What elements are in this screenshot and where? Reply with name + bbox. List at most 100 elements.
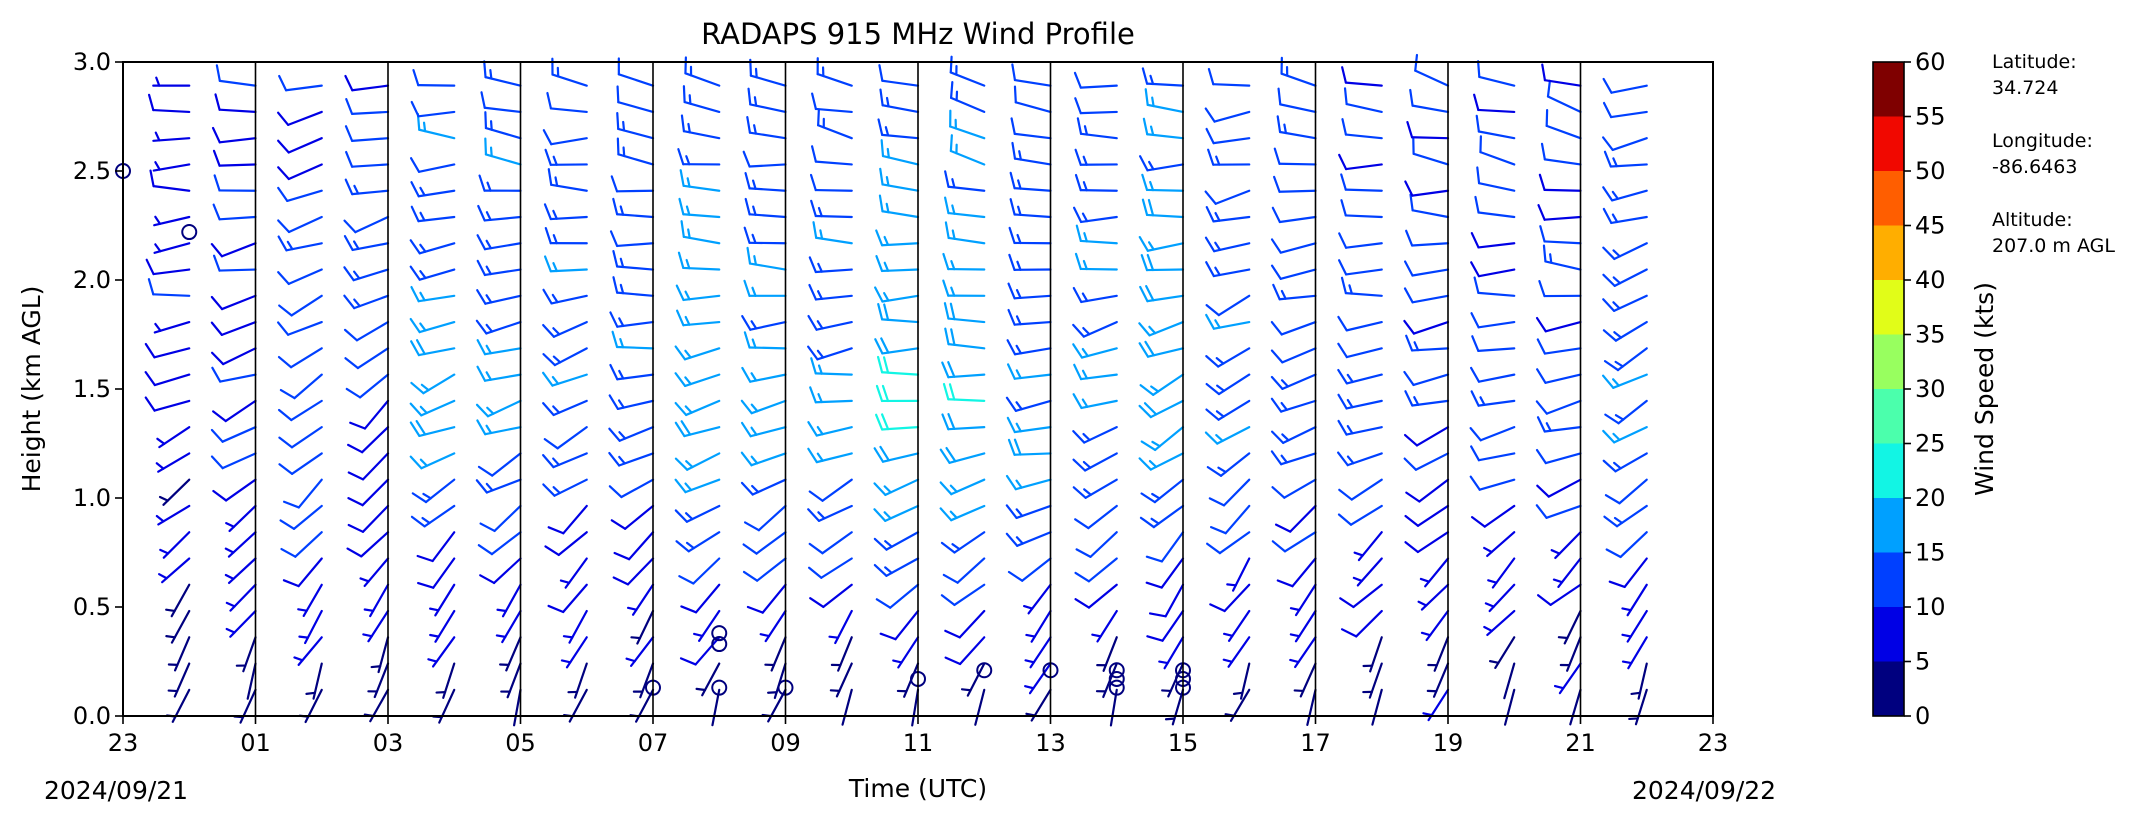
wind-barb: [305, 662, 323, 700]
wind-barb: [500, 662, 522, 699]
wind-barb: [153, 215, 191, 227]
wind-barb: [626, 583, 655, 616]
colorbar-tick-label: 60: [1915, 48, 1946, 76]
wind-barb: [1208, 478, 1251, 507]
wind-barb: [544, 226, 588, 245]
wind-barb: [544, 148, 588, 166]
time-divider-lines: [254, 62, 1582, 716]
wind-barb: [210, 452, 257, 470]
wind-barb: [746, 246, 787, 271]
colorbar-tick-label: 55: [1915, 103, 1946, 131]
wind-barb: [347, 452, 390, 481]
y-tick-label: 3.0: [73, 48, 111, 76]
wind-barb: [155, 452, 191, 473]
wind-barb: [1602, 242, 1648, 261]
wind-barb: [214, 93, 257, 114]
wind-barb: [1074, 557, 1118, 583]
wind-barb: [1540, 142, 1582, 166]
wind-barb: [1473, 93, 1516, 114]
wind-barb: [1604, 478, 1648, 505]
wind-barb: [1206, 531, 1251, 555]
wind-barb: [359, 557, 390, 588]
wind-barb: [1550, 531, 1582, 560]
wind-barb: [740, 478, 787, 496]
wind-barb: [547, 504, 588, 535]
wind-barb: [278, 452, 323, 475]
calm-wind-marker: [181, 224, 198, 241]
wind-barb: [879, 609, 920, 641]
colorbar-tick-label: 25: [1915, 430, 1946, 458]
wind-barb: [542, 129, 588, 146]
colorbar-segment: [1873, 62, 1904, 117]
wind-barb: [152, 76, 191, 87]
wind-barb: [225, 504, 257, 533]
wind-barb: [608, 394, 655, 411]
x-tick-label: 07: [638, 729, 669, 757]
wind-barb: [743, 504, 787, 532]
wind-barb: [1409, 88, 1450, 114]
colorbar-tick-label: 30: [1915, 375, 1946, 403]
wind-barb: [1630, 662, 1648, 700]
wind-barb: [949, 81, 986, 114]
wind-barb: [1270, 426, 1317, 445]
wind-barb: [875, 583, 920, 609]
wind-barb: [940, 583, 986, 607]
wind-barb: [1270, 320, 1317, 336]
wind-barb: [1024, 636, 1052, 669]
wind-barb: [349, 399, 390, 430]
wind-barb: [609, 311, 655, 328]
wind-barb: [1403, 287, 1450, 304]
wind-barb: [1628, 688, 1648, 726]
wind-barb: [1205, 347, 1251, 368]
wind-barb: [942, 252, 986, 271]
wind-barb: [224, 531, 257, 558]
wind-barb: [1223, 609, 1251, 642]
wind-barb: [1007, 282, 1052, 300]
site-info-label: Latitude:: [1992, 51, 2077, 73]
wind-barb: [225, 609, 257, 638]
wind-barb: [542, 347, 588, 367]
wind-barb: [873, 531, 920, 551]
wind-barb: [210, 347, 257, 366]
wind-barb: [609, 363, 655, 381]
wind-barb: [674, 399, 721, 417]
wind-barb: [1209, 583, 1251, 613]
wind-barb: [1337, 393, 1383, 410]
wind-barb: [343, 294, 390, 310]
wind-barb: [344, 74, 390, 92]
wind-barb: [1559, 636, 1582, 672]
wind-barb: [278, 426, 323, 449]
site-info-label: Longitude:: [1992, 130, 2093, 152]
wind-barb: [282, 557, 323, 588]
wind-barb: [1006, 339, 1052, 356]
wind-barb: [1011, 141, 1052, 166]
wind-barb: [1204, 426, 1251, 445]
wind-barb: [944, 221, 986, 245]
wind-barb: [1270, 397, 1317, 413]
wind-barb: [817, 108, 853, 140]
wind-barb: [674, 345, 721, 361]
wind-barb: [277, 268, 323, 286]
wind-barb: [742, 531, 787, 555]
wind-barb: [807, 421, 853, 437]
end-date-label: 2024/09/22: [1632, 776, 1776, 805]
wind-barb: [567, 662, 588, 699]
wind-barb: [213, 174, 257, 192]
wind-barb: [1006, 416, 1052, 434]
wind-barb: [616, 112, 655, 140]
wind-barb: [1272, 283, 1317, 301]
wind-barb: [210, 242, 257, 258]
wind-barb: [1138, 340, 1185, 358]
wind-barb: [475, 478, 522, 494]
wind-barb: [1145, 531, 1185, 563]
wind-barb: [1426, 662, 1450, 698]
wind-barb: [743, 331, 787, 350]
x-tick-label: 17: [1300, 729, 1331, 757]
y-axis: 0.0 0.5 1.0 1.5 2.0 2.5 3.0: [73, 48, 123, 730]
wind-barb: [808, 531, 853, 555]
wind-barb: [1403, 426, 1450, 447]
wind-barb: [1205, 399, 1251, 421]
wind-barb: [875, 255, 920, 273]
wind-barb: [276, 320, 323, 336]
wind-barb: [874, 286, 920, 303]
